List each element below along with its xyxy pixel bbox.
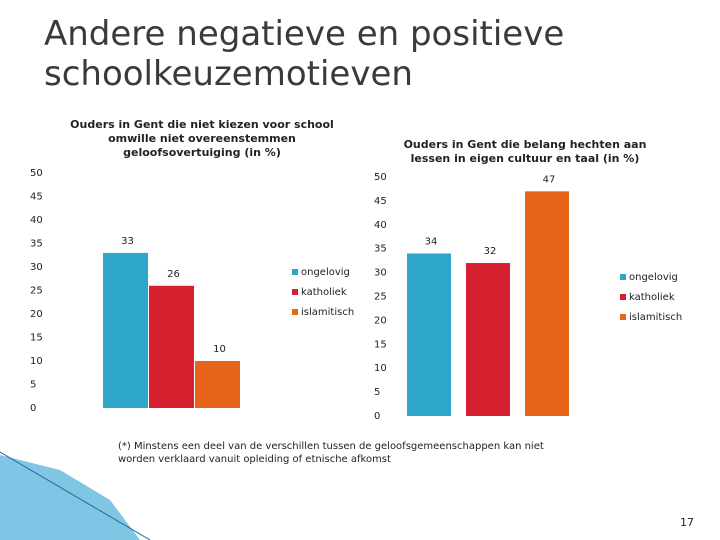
legend-swatch (620, 314, 626, 320)
data-label: 47 (543, 174, 556, 185)
y-tick-label: 20 (30, 309, 43, 320)
bar (149, 285, 194, 408)
bar (525, 191, 569, 416)
y-tick-label: 0 (30, 403, 36, 414)
y-tick-label: 5 (30, 380, 36, 391)
data-label: 26 (167, 269, 180, 280)
data-label: 32 (484, 246, 497, 257)
chart-title: Ouders in Gent die belang hechten aan le… (403, 138, 647, 165)
y-tick-label: 15 (374, 339, 387, 350)
decoration (0, 451, 151, 540)
legend-label: katholiek (629, 292, 675, 303)
y-tick-label: 20 (374, 315, 387, 326)
y-tick-label: 45 (30, 192, 43, 203)
legend-swatch (292, 269, 298, 275)
bar (195, 361, 240, 408)
page-number: 17 (680, 516, 694, 529)
legend-label: katholiek (301, 287, 347, 298)
legend-label: ongelovig (301, 267, 350, 278)
bar (103, 252, 148, 408)
y-tick-label: 10 (374, 363, 387, 374)
data-label: 34 (425, 236, 438, 247)
legend-swatch (620, 294, 626, 300)
y-tick-label: 30 (374, 268, 387, 279)
y-tick-label: 0 (374, 411, 380, 422)
bar (466, 263, 510, 416)
chart-title: Ouders in Gent die niet kiezen voor scho… (70, 118, 334, 159)
y-tick-label: 30 (30, 262, 43, 273)
data-label: 10 (213, 344, 226, 355)
y-tick-label: 40 (374, 220, 387, 231)
legend-label: islamitisch (301, 307, 354, 318)
footnote: (*) Minstens een deel van de verschillen… (118, 441, 544, 465)
y-tick-label: 40 (30, 215, 43, 226)
legend-swatch (292, 289, 298, 295)
y-tick-label: 25 (374, 292, 387, 303)
y-tick-label: 25 (30, 286, 43, 297)
y-tick-label: 50 (30, 168, 43, 179)
y-tick-label: 35 (30, 239, 43, 250)
bar (407, 253, 451, 416)
data-label: 33 (121, 236, 134, 247)
legend-swatch (292, 309, 298, 315)
legend-swatch (620, 274, 626, 280)
legend-label: ongelovig (629, 272, 678, 283)
legend-label: islamitisch (629, 312, 682, 323)
y-tick-label: 45 (374, 196, 387, 207)
y-tick-label: 10 (30, 356, 43, 367)
y-tick-label: 5 (374, 387, 380, 398)
y-tick-label: 50 (374, 172, 387, 183)
y-tick-label: 35 (374, 244, 387, 255)
y-tick-label: 15 (30, 333, 43, 344)
slide-title: Andere negatieve en positieve schoolkeuz… (44, 14, 565, 94)
